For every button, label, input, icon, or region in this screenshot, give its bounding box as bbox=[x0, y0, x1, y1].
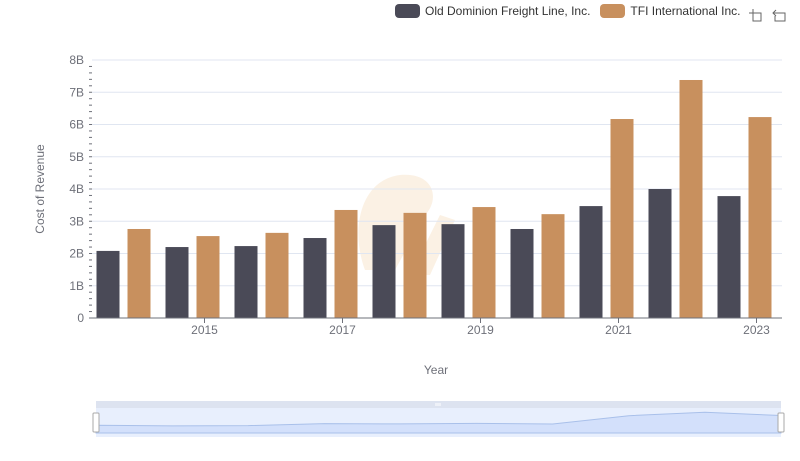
legend-swatch-tfi bbox=[600, 4, 626, 18]
bar-odfl-2020[interactable] bbox=[510, 228, 534, 318]
bar-tfi-2017[interactable] bbox=[334, 209, 358, 318]
bar-odfl-2017[interactable] bbox=[303, 238, 327, 318]
bar-tfi-2022[interactable] bbox=[679, 79, 703, 319]
zoom-reset-icon[interactable] bbox=[770, 6, 788, 24]
bar-odfl-2023[interactable] bbox=[717, 196, 741, 318]
x-tick-label: 2023 bbox=[743, 323, 770, 337]
bar-tfi-2018[interactable] bbox=[403, 212, 427, 318]
bar-odfl-2015[interactable] bbox=[165, 247, 189, 318]
bar-odfl-2016[interactable] bbox=[234, 246, 258, 318]
toolbox bbox=[746, 6, 794, 24]
x-tick-label: 2015 bbox=[191, 323, 218, 337]
x-axis: 2015 2017 2019 2021 2023 bbox=[92, 317, 782, 337]
bars bbox=[96, 79, 772, 319]
y-tick-label: 0 bbox=[77, 311, 84, 325]
y-axis: 0 1B 2B 3B 4B 5B 6B 7B 8B bbox=[69, 53, 92, 325]
bar-odfl-2021[interactable] bbox=[579, 206, 603, 318]
zoom-select-icon[interactable] bbox=[746, 6, 764, 24]
x-tick-label: 2017 bbox=[329, 323, 356, 337]
y-axis-title: Cost of Revenue bbox=[33, 144, 47, 234]
bar-tfi-2020[interactable] bbox=[541, 214, 565, 318]
datazoom-right-handle[interactable] bbox=[777, 412, 785, 433]
y-tick-label: 5B bbox=[69, 150, 84, 164]
y-tick-label: 8B bbox=[69, 53, 84, 67]
bar-tfi-2019[interactable] bbox=[472, 207, 496, 318]
legend-label-odfl: Old Dominion Freight Line, Inc. bbox=[425, 4, 591, 18]
x-tick-label: 2021 bbox=[605, 323, 632, 337]
y-tick-label: 3B bbox=[69, 214, 84, 228]
bar-odfl-2018[interactable] bbox=[372, 225, 396, 318]
y-tick-label: 2B bbox=[69, 247, 84, 261]
y-tick-label: 4B bbox=[69, 182, 84, 196]
bar-odfl-2019[interactable] bbox=[441, 224, 465, 318]
bar-tfi-2016[interactable] bbox=[265, 232, 289, 318]
bar-tfi-2015[interactable] bbox=[196, 236, 220, 318]
legend-item-tfi[interactable]: TFI International Inc. bbox=[600, 4, 740, 18]
legend-swatch-odfl bbox=[395, 4, 420, 18]
y-tick-label: 1B bbox=[69, 279, 84, 293]
bar-tfi-2023[interactable] bbox=[748, 117, 772, 319]
legend-label-tfi: TFI International Inc. bbox=[630, 4, 741, 18]
bar-odfl-2014[interactable] bbox=[96, 250, 120, 318]
datazoom-left-handle[interactable] bbox=[92, 412, 100, 433]
y-tick-label: 6B bbox=[69, 118, 84, 132]
x-axis-title: Year bbox=[424, 363, 448, 377]
legend-item-odfl[interactable]: Old Dominion Freight Line, Inc. bbox=[395, 4, 590, 18]
bar-odfl-2022[interactable] bbox=[648, 189, 672, 318]
x-tick-label: 2019 bbox=[467, 323, 494, 337]
y-tick-label: 7B bbox=[69, 85, 84, 99]
datazoom-grip-icon bbox=[435, 403, 441, 406]
bar-tfi-2014[interactable] bbox=[127, 228, 151, 318]
legend: Old Dominion Freight Line, Inc. TFI Inte… bbox=[395, 4, 750, 18]
bar-tfi-2021[interactable] bbox=[610, 119, 634, 318]
datazoom-slider[interactable] bbox=[92, 401, 785, 437]
